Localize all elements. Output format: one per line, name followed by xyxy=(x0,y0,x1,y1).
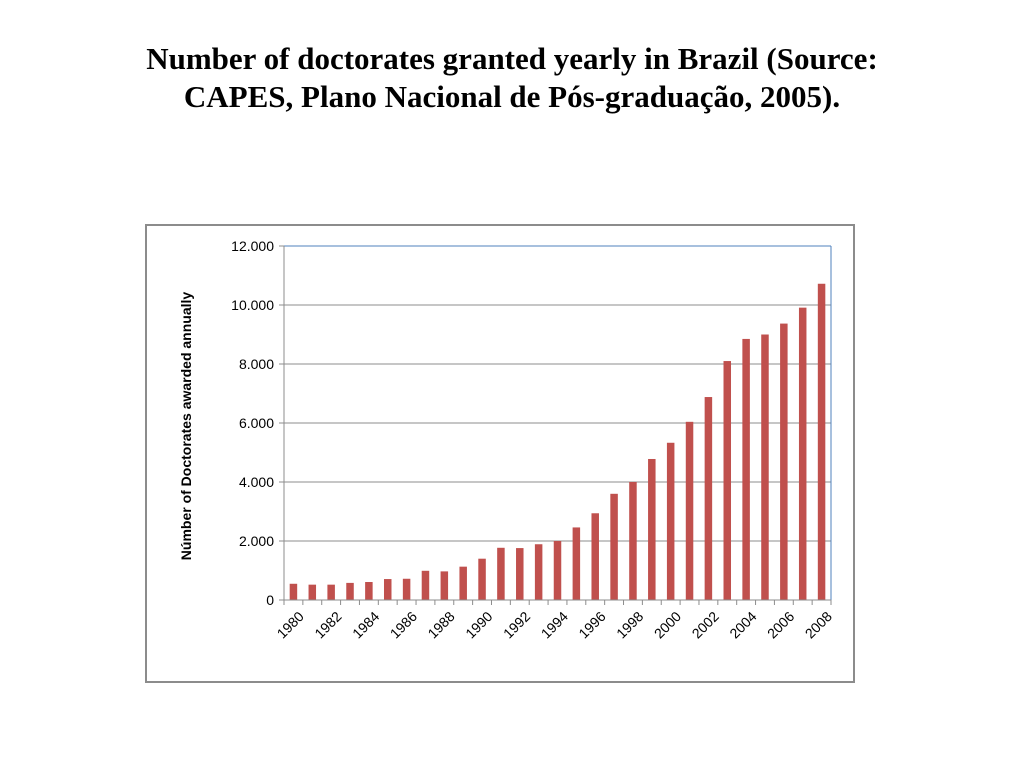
bar-2000 xyxy=(666,442,675,600)
bars xyxy=(289,283,826,600)
x-tick-label: 1984 xyxy=(349,608,382,641)
bar-1999 xyxy=(648,458,656,600)
bar-2007 xyxy=(798,307,807,600)
bar-2008 xyxy=(817,283,826,600)
bar-1983 xyxy=(346,582,354,600)
y-axis-label: Númber of Doctorates awarded annually xyxy=(178,292,194,561)
x-tick-label: 1992 xyxy=(500,608,533,641)
slide-title-line-2: CAPES, Plano Nacional de Pós-graduação, … xyxy=(183,79,841,114)
x-tick-label: 2004 xyxy=(726,608,759,641)
bar-1995 xyxy=(572,527,581,600)
x-tick-label: 2000 xyxy=(651,608,684,641)
y-tick-label: 2.000 xyxy=(239,533,274,549)
bar-1993 xyxy=(534,544,543,600)
chart-frame: 0 2.000 4.000 6.000 8.000 10.000 12.000 1980 19… xyxy=(145,224,855,683)
bar-1990 xyxy=(478,558,486,600)
x-tick-label: 2002 xyxy=(689,608,722,641)
bar-2006 xyxy=(780,323,788,600)
bar-1987 xyxy=(421,570,430,600)
bar-1994 xyxy=(553,541,562,600)
bar-1985 xyxy=(383,579,392,600)
bar-1980 xyxy=(289,583,298,600)
x-tick-label: 1986 xyxy=(387,608,420,641)
y-tick-label: 8.000 xyxy=(239,356,274,372)
bar-2004 xyxy=(742,338,750,600)
y-tick-label: 0 xyxy=(266,592,274,608)
bar-1997 xyxy=(610,493,618,600)
bar-1988 xyxy=(440,571,449,600)
x-tick-label: 1998 xyxy=(613,608,646,641)
x-tick-label: 1988 xyxy=(424,608,457,641)
axes xyxy=(279,245,832,605)
x-tick-label: 1994 xyxy=(538,608,571,641)
x-tick-label: 2006 xyxy=(764,608,797,641)
x-tick-label: 1980 xyxy=(274,608,307,641)
y-tick-label: 12.000 xyxy=(231,238,274,254)
bar-2003 xyxy=(723,361,732,600)
bar-1981 xyxy=(308,584,317,600)
x-tick-label: 2008 xyxy=(802,608,835,641)
x-tick-label: 1990 xyxy=(462,608,495,641)
bar-1986 xyxy=(402,578,411,600)
bar-1992 xyxy=(516,548,524,600)
bar-1984 xyxy=(365,582,373,600)
bar-2005 xyxy=(761,334,769,600)
x-tick-labels: 1980 1982 1984 1986 1988 1990 1992 1994 1996 1998… xyxy=(274,608,836,641)
bar-1982 xyxy=(327,584,335,600)
y-tick-labels: 0 2.000 4.000 6.000 8.000 10.000 12.000 xyxy=(231,238,274,608)
x-tick-label: 1996 xyxy=(575,608,608,641)
bar-2001 xyxy=(685,421,694,600)
y-tick-label: 6.000 xyxy=(239,415,274,431)
gridlines xyxy=(284,245,831,542)
bar-1989 xyxy=(459,566,467,600)
x-tick-label: 1982 xyxy=(311,608,344,641)
bar-1996 xyxy=(591,513,599,600)
y-tick-label: 4.000 xyxy=(239,474,274,490)
bar-1991 xyxy=(497,547,505,600)
slide-title: Number of doctorates granted yearly in B… xyxy=(0,40,1024,116)
slide-title-line-1: Number of doctorates granted yearly in B… xyxy=(146,41,878,76)
bar-2002 xyxy=(704,397,713,600)
bar-1998 xyxy=(629,482,637,600)
y-tick-label: 10.000 xyxy=(231,297,274,313)
